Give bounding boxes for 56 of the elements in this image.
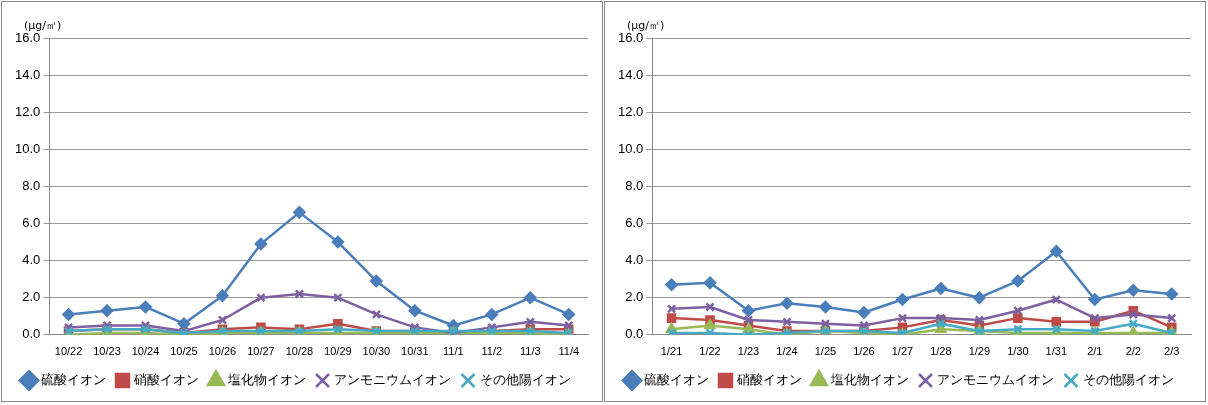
y-tick-label: 8.0 — [625, 177, 644, 193]
y-tick-label: 0.0 — [625, 326, 644, 342]
legend-label: その他陽イオン — [479, 371, 571, 387]
x-tick-label: 11/1 — [443, 345, 464, 358]
x-tick-label: 11/2 — [481, 345, 503, 358]
x-tick-label: 10/27 — [247, 345, 275, 358]
y-axis-title: (μg/㎥) — [24, 19, 62, 33]
legend-label: 塩化物イオン — [226, 371, 306, 387]
y-tick-label: 12.0 — [617, 103, 644, 119]
legend-label: アンモニウムイオン — [937, 371, 1054, 387]
y-tick-label: 4.0 — [22, 252, 41, 268]
y-tick-label: 2.0 — [22, 289, 41, 305]
x-tick-label: 10/29 — [324, 345, 352, 358]
x-tick-label: 11/3 — [519, 345, 541, 358]
legend-label: その他陽イオン — [1082, 371, 1174, 387]
x-tick-label: 10/26 — [208, 345, 237, 358]
y-tick-label: 12.0 — [14, 103, 41, 119]
x-tick-label: 1/25 — [814, 345, 837, 358]
x-tick-label: 1/24 — [776, 345, 798, 358]
legend-label: 硫酸イオン — [643, 371, 709, 387]
x-tick-label: 2/2 — [1125, 345, 1141, 358]
x-tick-label: 10/30 — [362, 345, 391, 358]
y-tick-label: 14.0 — [617, 66, 644, 82]
y-tick-label: 4.0 — [625, 252, 644, 268]
x-tick-label: 10/31 — [401, 345, 429, 358]
legend-label: 硫酸イオン — [40, 371, 106, 387]
x-tick-label: 10/28 — [285, 345, 314, 358]
x-tick-label: 1/31 — [1045, 345, 1068, 358]
x-tick-label: 1/23 — [737, 345, 760, 358]
x-tick-label: 1/26 — [853, 345, 875, 358]
x-tick-label: 1/29 — [968, 345, 991, 358]
x-tick-label: 2/1 — [1087, 345, 1103, 358]
legend-label: 硝酸イオン — [736, 371, 802, 387]
x-tick-label: 10/24 — [131, 345, 160, 358]
legend-label: 硝酸イオン — [133, 371, 199, 387]
x-tick-label: 1/22 — [699, 345, 721, 358]
x-tick-label: 10/22 — [54, 345, 83, 358]
x-tick-label: 2/3 — [1164, 345, 1180, 358]
y-axis-title: (μg/㎥) — [627, 19, 665, 33]
x-tick-label: 1/28 — [930, 345, 952, 358]
legend-label: アンモニウムイオン — [334, 371, 451, 387]
y-tick-label: 6.0 — [625, 215, 644, 231]
y-tick-label: 8.0 — [22, 177, 41, 193]
x-tick-label: 10/23 — [93, 345, 121, 358]
x-tick-label: 1/30 — [1007, 345, 1029, 358]
y-tick-label: 2.0 — [625, 289, 644, 305]
y-tick-label: 10.0 — [617, 140, 644, 156]
x-tick-label: 11/4 — [558, 345, 580, 358]
y-tick-label: 0.0 — [22, 326, 41, 342]
legend-label: 塩化物イオン — [829, 371, 909, 387]
x-tick-label: 10/25 — [170, 345, 198, 358]
y-tick-label: 10.0 — [14, 140, 41, 156]
x-tick-label: 1/27 — [891, 345, 914, 358]
y-tick-label: 14.0 — [14, 66, 41, 82]
y-tick-label: 6.0 — [22, 215, 41, 231]
x-tick-label: 1/21 — [660, 345, 683, 358]
